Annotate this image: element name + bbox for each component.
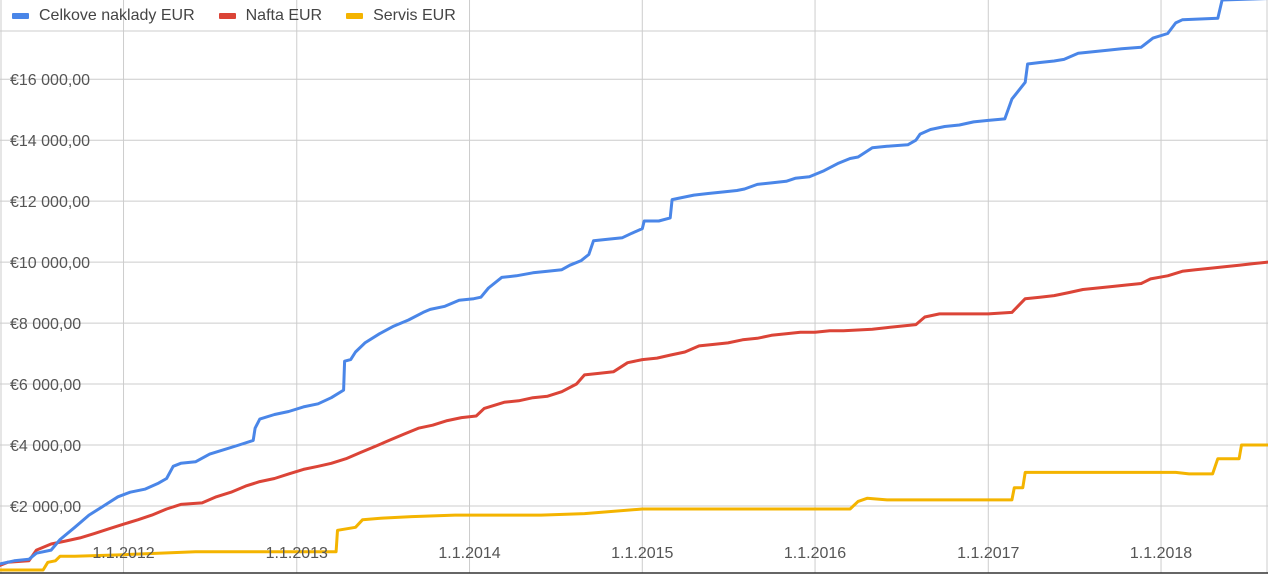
y-tick-label: €4 000,00 <box>10 438 81 455</box>
series-line-servis[interactable] <box>0 443 1268 572</box>
legend-item-servis[interactable]: Servis EUR <box>346 7 456 25</box>
x-tick-label: 1.1.2012 <box>92 545 154 562</box>
y-tick-label: €6 000,00 <box>10 377 81 394</box>
legend-label-celkove-naklady: Celkove naklady EUR <box>39 7 195 24</box>
x-tick-label: 1.1.2017 <box>957 545 1019 562</box>
y-tick-label: €12 000,00 <box>10 194 90 211</box>
legend-label-servis: Servis EUR <box>373 7 456 24</box>
y-tick-label: €14 000,00 <box>10 133 90 150</box>
x-tick-label: 1.1.2016 <box>784 545 846 562</box>
legend-item-celkove-naklady[interactable]: Celkove naklady EUR <box>12 7 195 25</box>
y-axis-labels: €2 000,00 €4 000,00 €6 000,00 €8 000,00 €10 … <box>10 72 90 516</box>
legend-swatch-celkove-naklady <box>12 13 29 19</box>
x-axis-labels: 1.1.2012 1.1.2013 1.1.2014 1.1.2015 1.1.2016… <box>92 545 1192 562</box>
chart-legend: Celkove naklady EUR Nafta EUR Servis EUR <box>0 0 468 32</box>
x-tick-label: 1.1.2013 <box>266 545 328 562</box>
legend-swatch-nafta <box>218 13 236 19</box>
legend-swatch-servis <box>346 13 364 19</box>
y-tick-label: €16 000,00 <box>10 72 90 89</box>
x-tick-label: 1.1.2015 <box>611 545 673 562</box>
legend-label-nafta: Nafta EUR <box>245 7 323 24</box>
y-tick-label: €10 000,00 <box>10 255 90 272</box>
legend-item-nafta[interactable]: Nafta EUR <box>218 7 323 25</box>
x-tick-label: 1.1.2018 <box>1130 545 1192 562</box>
y-tick-label: €2 000,00 <box>10 499 81 516</box>
x-tick-label: 1.1.2014 <box>438 545 500 562</box>
y-tick-label: €8 000,00 <box>10 316 81 333</box>
series-line-nafta[interactable] <box>0 260 1268 567</box>
